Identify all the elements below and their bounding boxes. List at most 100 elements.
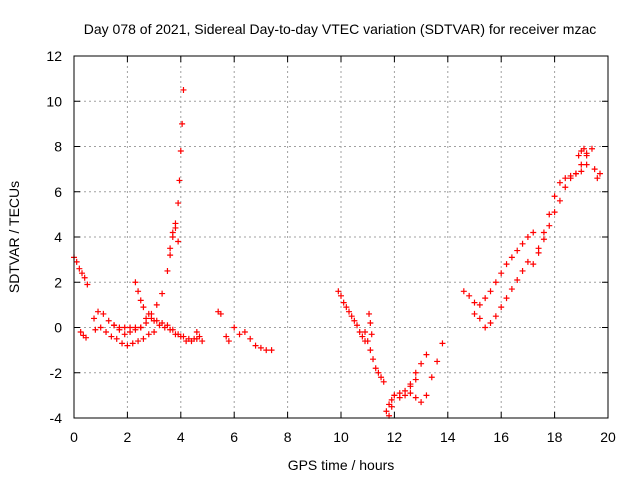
data-point bbox=[252, 342, 259, 349]
x-tick-label: 16 bbox=[493, 429, 509, 445]
data-point bbox=[140, 335, 147, 342]
data-point bbox=[434, 358, 441, 365]
data-point bbox=[354, 322, 361, 329]
series-arc-20 bbox=[460, 229, 537, 308]
series-arc-8 bbox=[167, 220, 182, 252]
data-point bbox=[95, 308, 102, 315]
x-tick-label: 6 bbox=[230, 429, 238, 445]
series-arc-12 bbox=[231, 324, 275, 354]
y-tick-label: 12 bbox=[46, 48, 62, 64]
y-tick-label: 2 bbox=[54, 274, 62, 290]
data-point bbox=[132, 324, 139, 331]
data-point bbox=[84, 281, 91, 288]
data-point bbox=[546, 211, 553, 218]
data-point bbox=[199, 338, 206, 345]
x-axis-label: GPS time / hours bbox=[288, 457, 395, 473]
data-point bbox=[105, 317, 112, 324]
data-point bbox=[129, 340, 136, 347]
data-point bbox=[103, 329, 110, 336]
data-point bbox=[132, 279, 139, 286]
data-point bbox=[540, 229, 547, 236]
data-point bbox=[172, 220, 179, 227]
data-point bbox=[79, 270, 86, 277]
data-point bbox=[583, 161, 590, 168]
data-point bbox=[135, 288, 142, 295]
series-arc-9 bbox=[193, 329, 206, 345]
data-point bbox=[196, 333, 203, 340]
data-point bbox=[175, 200, 182, 207]
data-point bbox=[367, 347, 374, 354]
data-point bbox=[119, 340, 126, 347]
data-point bbox=[380, 378, 387, 385]
data-point bbox=[575, 152, 582, 159]
y-tick-label: -4 bbox=[50, 410, 63, 426]
data-point bbox=[412, 394, 419, 401]
series-arc-24 bbox=[575, 145, 590, 159]
data-point bbox=[343, 304, 350, 311]
x-tick-label: 18 bbox=[547, 429, 563, 445]
x-tick-label: 0 bbox=[70, 429, 78, 445]
data-point bbox=[498, 304, 505, 311]
y-tick-label: 8 bbox=[54, 139, 62, 155]
data-point bbox=[471, 299, 478, 306]
y-tick-label: 6 bbox=[54, 184, 62, 200]
data-point bbox=[567, 172, 574, 179]
data-point bbox=[176, 177, 183, 184]
data-point bbox=[378, 374, 385, 381]
data-point bbox=[73, 258, 80, 265]
data-point bbox=[487, 288, 494, 295]
data-point bbox=[540, 236, 547, 243]
data-point bbox=[519, 267, 526, 274]
x-tick-label: 12 bbox=[387, 429, 403, 445]
data-point bbox=[143, 315, 150, 322]
data-point bbox=[177, 148, 184, 155]
data-point bbox=[180, 86, 187, 93]
data-point bbox=[546, 222, 553, 229]
data-point bbox=[356, 329, 363, 336]
data-point bbox=[418, 399, 425, 406]
data-point bbox=[366, 310, 373, 317]
series-arc-6 bbox=[132, 279, 200, 345]
data-point bbox=[257, 344, 264, 351]
data-point bbox=[503, 295, 510, 302]
data-point bbox=[92, 326, 99, 333]
data-point bbox=[338, 292, 344, 299]
data-point bbox=[412, 376, 419, 383]
data-point bbox=[263, 347, 270, 354]
x-tick-label: 14 bbox=[440, 429, 456, 445]
data-point bbox=[508, 254, 515, 261]
chart-title: Day 078 of 2021, Sidereal Day-to-day VTE… bbox=[84, 21, 597, 37]
data-point bbox=[487, 319, 494, 326]
data-point bbox=[367, 319, 374, 326]
data-point bbox=[514, 247, 521, 254]
data-point bbox=[588, 145, 595, 152]
data-point bbox=[364, 338, 371, 345]
data-point bbox=[476, 301, 483, 308]
data-point bbox=[145, 331, 152, 338]
data-point bbox=[77, 329, 84, 336]
data-point bbox=[81, 274, 88, 281]
data-point bbox=[591, 166, 598, 173]
x-tick-label: 20 bbox=[600, 429, 616, 445]
series-arc-7 bbox=[143, 86, 187, 322]
data-point bbox=[140, 304, 147, 311]
data-point bbox=[164, 267, 171, 274]
data-point bbox=[76, 265, 83, 272]
data-point bbox=[492, 313, 499, 320]
y-tick-label: 4 bbox=[54, 229, 62, 245]
data-point bbox=[121, 331, 128, 338]
data-point bbox=[428, 374, 435, 381]
data-point bbox=[562, 175, 569, 182]
y-tick-label: 0 bbox=[54, 320, 62, 336]
data-point bbox=[556, 197, 563, 204]
data-point bbox=[471, 310, 478, 317]
data-point bbox=[100, 310, 107, 317]
series-arc-19 bbox=[407, 351, 430, 388]
data-point bbox=[375, 369, 382, 376]
series-arc-11 bbox=[223, 333, 232, 345]
data-point bbox=[83, 334, 90, 341]
data-point bbox=[359, 333, 366, 340]
x-tick-label: 2 bbox=[124, 429, 132, 445]
y-axis-label: SDTVAR / TECUs bbox=[6, 181, 22, 293]
data-point bbox=[177, 333, 184, 340]
